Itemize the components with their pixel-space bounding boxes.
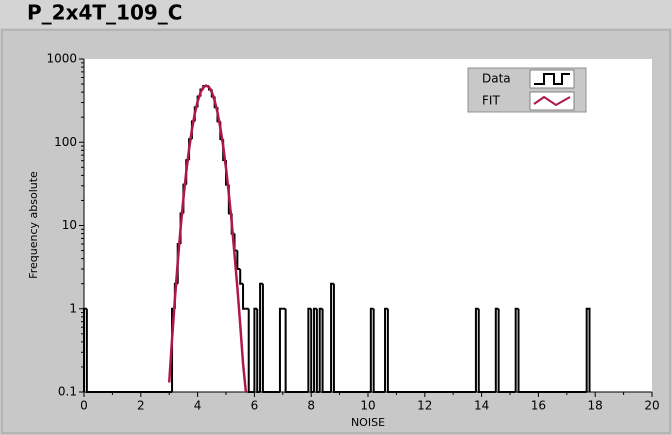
y-axis-label: Frequency absolute xyxy=(27,171,40,279)
y-tick-label: 1 xyxy=(69,301,77,315)
x-tick-label: 4 xyxy=(194,399,202,413)
histogram-step xyxy=(497,308,516,393)
legend-label: Data xyxy=(482,72,511,86)
x-tick-label: 18 xyxy=(588,399,603,413)
x-tick-label: 2 xyxy=(137,399,145,413)
plot-area xyxy=(84,59,652,392)
histogram-step xyxy=(372,308,386,393)
x-tick-label: 14 xyxy=(474,399,489,413)
histogram-step xyxy=(517,308,587,393)
legend-icon xyxy=(534,73,570,85)
x-tick-label: 6 xyxy=(251,399,259,413)
x-tick-label: 16 xyxy=(531,399,546,413)
histogram-step xyxy=(477,308,496,393)
x-tick-label: 8 xyxy=(307,399,315,413)
x-tick-label: 10 xyxy=(360,399,375,413)
chart-title: P_2x4T_109_C xyxy=(27,1,182,25)
y-tick-label: 1000 xyxy=(46,52,77,66)
legend: Data FIT xyxy=(467,67,587,113)
x-axis-label: NOISE xyxy=(351,416,385,429)
histogram-step xyxy=(284,308,309,393)
y-tick-label: 100 xyxy=(54,135,77,149)
title-bar xyxy=(0,0,672,28)
legend-icon xyxy=(533,95,571,107)
histogram-step xyxy=(332,283,371,393)
legend-swatch xyxy=(529,69,575,89)
histogram-step xyxy=(321,308,332,393)
legend-swatch xyxy=(529,91,575,111)
y-tick-label: 0.1 xyxy=(58,385,77,399)
histogram-step xyxy=(239,269,244,285)
x-tick-label: 0 xyxy=(80,399,88,413)
legend-label: FIT xyxy=(482,94,500,108)
fit-line xyxy=(167,84,248,393)
histogram-step xyxy=(386,308,476,393)
frame xyxy=(1,29,671,434)
histogram-step xyxy=(330,282,334,392)
histogram-step xyxy=(585,307,591,392)
histogram-step xyxy=(247,308,255,393)
histogram-step xyxy=(242,283,246,310)
histogram-step xyxy=(85,308,173,393)
x-tick-label: 12 xyxy=(417,399,432,413)
y-tick-label: 10 xyxy=(62,218,77,232)
x-tick-label: 20 xyxy=(644,399,659,413)
histogram-step xyxy=(259,282,263,392)
histogram-step xyxy=(278,307,283,392)
histogram-step xyxy=(261,283,280,393)
